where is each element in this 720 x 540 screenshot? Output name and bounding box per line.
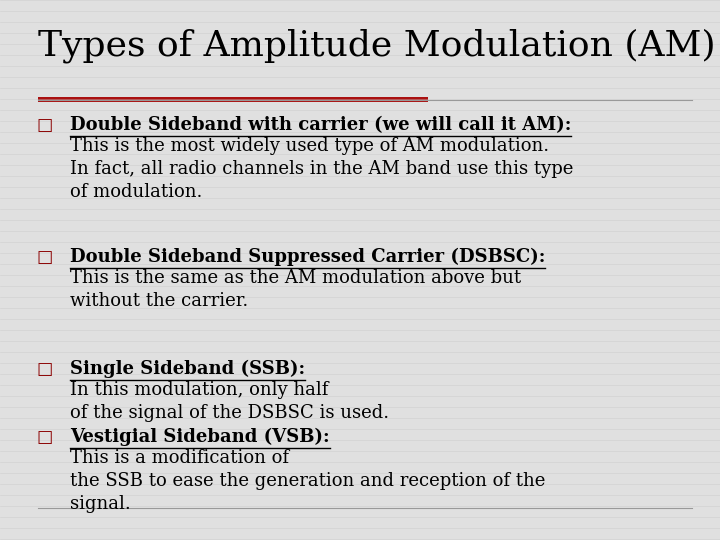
Text: Double Sideband Suppressed Carrier (DSBSC):: Double Sideband Suppressed Carrier (DSBS… bbox=[70, 248, 545, 266]
Text: This is a modification of
the SSB to ease the generation and reception of the
si: This is a modification of the SSB to eas… bbox=[70, 449, 545, 513]
Bar bbox=[38, 97, 428, 102]
Text: □: □ bbox=[36, 429, 53, 446]
Text: Types of Amplitude Modulation (AM): Types of Amplitude Modulation (AM) bbox=[38, 28, 716, 63]
Text: This is the same as the AM modulation above but
without the carrier.: This is the same as the AM modulation ab… bbox=[70, 269, 521, 310]
Text: This is the most widely used type of AM modulation.
In fact, all radio channels : This is the most widely used type of AM … bbox=[70, 137, 573, 201]
Text: In this modulation, only half
of the signal of the DSBSC is used.: In this modulation, only half of the sig… bbox=[70, 381, 389, 422]
Text: □: □ bbox=[36, 249, 53, 266]
Text: □: □ bbox=[36, 117, 53, 134]
Text: Double Sideband with carrier (we will call it AM):: Double Sideband with carrier (we will ca… bbox=[70, 116, 572, 134]
Text: □: □ bbox=[36, 361, 53, 378]
Text: Single Sideband (SSB):: Single Sideband (SSB): bbox=[70, 360, 305, 378]
Text: Vestigial Sideband (VSB):: Vestigial Sideband (VSB): bbox=[70, 428, 330, 446]
